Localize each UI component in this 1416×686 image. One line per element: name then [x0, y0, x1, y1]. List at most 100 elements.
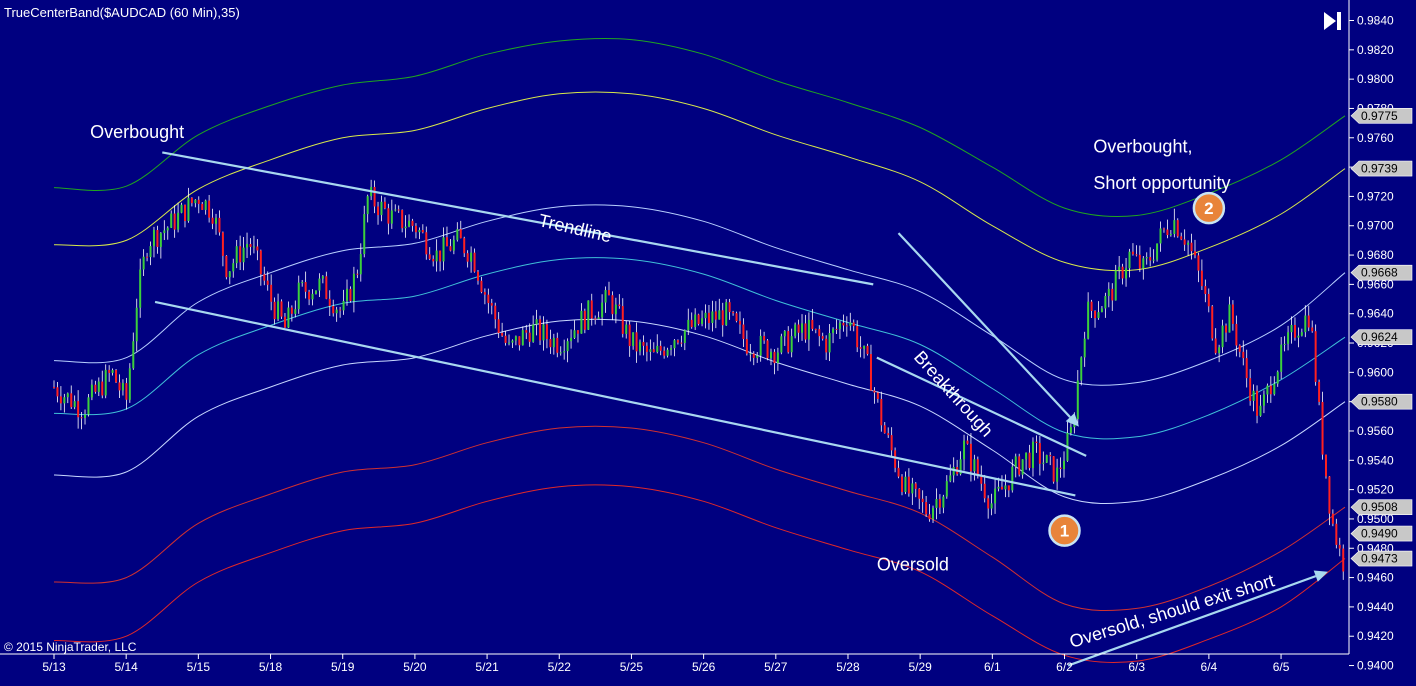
- candle: [738, 311, 741, 334]
- candle: [414, 223, 417, 239]
- candle: [1200, 259, 1203, 291]
- candle: [1259, 394, 1262, 417]
- breakthrough-arrow-head: [1065, 413, 1079, 427]
- candle-body: [342, 300, 345, 311]
- candle-body: [490, 303, 493, 306]
- price-marker-tag: [1350, 525, 1413, 542]
- candle: [277, 293, 280, 321]
- candle: [1021, 459, 1024, 479]
- candle: [146, 252, 149, 262]
- candle: [783, 330, 786, 346]
- candle-body: [121, 383, 124, 391]
- candle-body: [1125, 268, 1128, 279]
- candle-body: [166, 227, 169, 231]
- candle-body: [876, 392, 879, 400]
- candle: [208, 194, 211, 223]
- candle-body: [770, 351, 773, 359]
- candle: [349, 286, 352, 303]
- candle-body: [1159, 228, 1162, 244]
- candle-body: [663, 350, 666, 356]
- candle-body: [1228, 304, 1231, 333]
- candle-body: [666, 349, 669, 356]
- candle-body: [607, 290, 610, 296]
- candle-body: [807, 319, 810, 340]
- candle-body: [918, 488, 921, 499]
- candle: [308, 289, 311, 306]
- candle-body: [111, 370, 114, 373]
- candle-body: [335, 309, 338, 314]
- candle: [1125, 257, 1128, 287]
- candle: [1014, 453, 1017, 478]
- x-tick-label: 5/19: [331, 660, 355, 674]
- breakthrough-arrow: [897, 232, 1079, 427]
- candle: [663, 346, 666, 359]
- candle: [1114, 264, 1117, 301]
- candle-body: [725, 302, 728, 326]
- candle: [897, 460, 900, 479]
- price-marker-label: 0.9473: [1361, 552, 1398, 566]
- candle-body: [1176, 220, 1179, 237]
- candle-body: [583, 310, 586, 330]
- candle: [1180, 232, 1183, 241]
- candle-body: [794, 324, 797, 337]
- candle-body: [473, 252, 476, 272]
- candle: [301, 279, 304, 287]
- candle-body: [694, 314, 697, 328]
- candle: [932, 505, 935, 524]
- candle: [1083, 331, 1086, 367]
- candle-body: [1114, 270, 1117, 301]
- candle-body: [1311, 327, 1314, 332]
- candle-body: [1152, 259, 1155, 261]
- candle-body: [614, 304, 617, 315]
- candle-body: [673, 340, 676, 349]
- candle: [125, 377, 128, 410]
- candle: [404, 215, 407, 238]
- candle: [1004, 474, 1007, 498]
- price-marker-tag: [1350, 107, 1413, 124]
- candle: [425, 226, 428, 260]
- candle-body: [163, 230, 166, 234]
- candle-body: [115, 370, 118, 383]
- candle: [1235, 315, 1238, 357]
- band-lower-outer: [53, 484, 1346, 663]
- candle-body: [1314, 331, 1317, 382]
- candle: [1269, 376, 1272, 403]
- candle-body: [687, 319, 690, 331]
- candle: [1031, 437, 1034, 477]
- candle-body: [66, 393, 69, 398]
- candle: [1111, 283, 1114, 311]
- candle-body: [159, 233, 162, 247]
- candle: [259, 249, 262, 286]
- skip-to-end-icon[interactable]: [1319, 7, 1345, 33]
- x-tick-label: 5/18: [259, 660, 283, 674]
- candle: [1169, 230, 1172, 237]
- candle: [445, 226, 448, 247]
- candle: [1242, 340, 1245, 366]
- candle: [463, 236, 466, 258]
- candle-body: [639, 341, 642, 352]
- candle-body: [835, 328, 838, 330]
- price-marker-tag: [1350, 393, 1413, 410]
- candle-body: [1028, 452, 1031, 469]
- candle: [549, 329, 552, 354]
- candle: [756, 352, 759, 363]
- candle: [1307, 305, 1310, 332]
- candle: [918, 488, 921, 510]
- candle-body: [928, 514, 931, 520]
- candle-body: [828, 333, 831, 353]
- candle-body: [266, 280, 269, 285]
- candle: [66, 392, 69, 404]
- candle: [787, 326, 790, 354]
- price-marker-label: 0.9668: [1361, 266, 1398, 280]
- candle-body: [497, 319, 500, 333]
- indicator-title: TrueCenterBand($AUDCAD (60 Min),35): [4, 5, 240, 20]
- candle-body: [1276, 371, 1279, 384]
- time-axis[interactable]: 5/13 5/14 5/15 5/18 5/19 5/20 5/21 5/22 5/25 5/26…: [42, 654, 1290, 674]
- candle-body: [328, 298, 331, 307]
- candle: [607, 281, 610, 296]
- candle-body: [983, 483, 986, 499]
- candle: [1256, 385, 1259, 424]
- candle-body: [1187, 242, 1190, 245]
- candle-body: [394, 209, 397, 211]
